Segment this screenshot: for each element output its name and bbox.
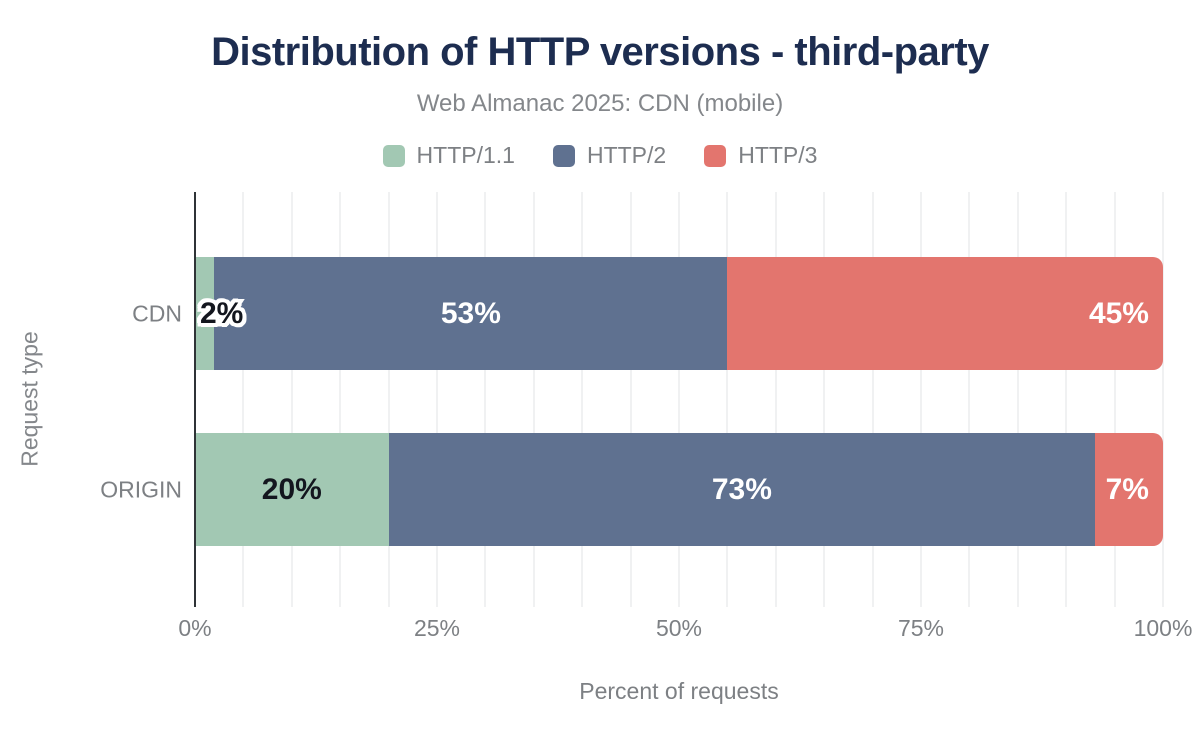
gridline <box>484 192 487 607</box>
gridline <box>629 192 632 607</box>
y-tick-label-origin: ORIGIN <box>100 476 182 502</box>
legend: HTTP/1.1 HTTP/2 HTTP/3 <box>0 142 1200 169</box>
gridline <box>968 192 971 607</box>
legend-swatch-http11 <box>382 144 405 167</box>
chart-subtitle: Web Almanac 2025: CDN (mobile) <box>416 90 784 117</box>
y-tick-label-cdn: CDN <box>132 300 182 326</box>
gridline <box>242 192 245 607</box>
legend-item-http11[interactable]: HTTP/1.1 <box>382 142 515 169</box>
bar-value-label: 2% <box>196 295 246 332</box>
bar-segment-cdn-http3[interactable]: 45% <box>727 257 1163 370</box>
x-tick-label: 100% <box>1133 615 1193 641</box>
gridline <box>774 192 777 607</box>
legend-label: HTTP/2 <box>586 142 667 168</box>
legend-swatch-http3 <box>704 144 727 167</box>
x-tick-label: 75% <box>897 615 945 641</box>
bar-value-label: 20% <box>261 472 322 506</box>
bar-segment-cdn-http2[interactable]: 53% <box>214 257 728 370</box>
gridline <box>387 192 390 607</box>
gridline <box>726 192 729 607</box>
bar-row-origin: 20% 73% 7% <box>195 433 1163 546</box>
x-tick-label: 50% <box>655 615 703 641</box>
legend-label: HTTP/3 <box>738 142 818 168</box>
gridline <box>290 192 293 607</box>
bar-segment-origin-http3[interactable]: 7% <box>1095 433 1163 546</box>
gridline <box>823 192 826 607</box>
bar-value-label: 73% <box>711 472 772 506</box>
gridline <box>1113 192 1116 607</box>
legend-label: HTTP/1.1 <box>416 142 515 168</box>
legend-item-http2[interactable]: HTTP/2 <box>552 142 667 169</box>
gridline <box>920 192 922 607</box>
gridline <box>532 192 535 607</box>
legend-swatch-http2 <box>552 144 575 167</box>
gridline <box>339 192 342 607</box>
x-tick-label: 25% <box>413 615 461 641</box>
bar-segment-origin-http11[interactable]: 20% <box>195 433 389 546</box>
bar-row-cdn: 2% 53% 45% <box>195 257 1163 370</box>
gridline <box>436 192 438 607</box>
bar-value-label: 53% <box>440 296 501 330</box>
y-axis-title: Request type <box>16 331 43 467</box>
chart-title: Distribution of HTTP versions - third-pa… <box>211 30 989 74</box>
gridline <box>581 192 584 607</box>
bar-segment-origin-http2[interactable]: 73% <box>388 433 1096 546</box>
x-axis-title: Percent of requests <box>579 678 779 704</box>
gridline <box>1162 192 1164 607</box>
bar-value-label: 45% <box>1088 296 1149 330</box>
gridline <box>1016 192 1019 607</box>
gridline <box>1065 192 1068 607</box>
gridline <box>678 192 680 607</box>
legend-item-http3[interactable]: HTTP/3 <box>704 142 817 169</box>
gridline <box>871 192 874 607</box>
bar-segment-cdn-http11[interactable]: 2% <box>195 257 247 370</box>
bar-value-label: 7% <box>1105 472 1149 506</box>
plot-area: 2% 53% 45% 20% 73% 7% <box>195 192 1164 607</box>
x-tick-label: 0% <box>178 615 212 641</box>
y-axis-line <box>193 192 196 607</box>
